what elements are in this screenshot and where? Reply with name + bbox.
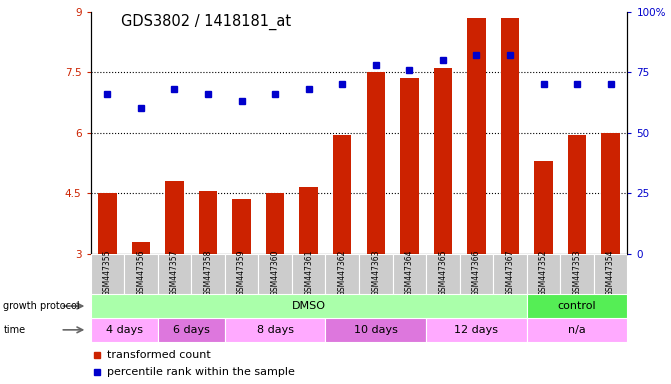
Text: GSM447367: GSM447367 [505,250,515,296]
Bar [98,193,117,254]
Bar [266,193,285,254]
Text: GSM447362: GSM447362 [338,250,347,296]
Bar [601,133,620,254]
Text: percentile rank within the sample: percentile rank within the sample [107,367,295,377]
Bar [467,18,486,254]
Bar [225,254,258,294]
Bar [493,254,527,294]
Text: GSM447355: GSM447355 [103,250,112,296]
Bar [560,254,594,294]
Bar [366,72,385,254]
Bar [165,181,184,254]
Text: 10 days: 10 days [354,325,398,335]
Text: GSM447363: GSM447363 [371,250,380,296]
Text: 12 days: 12 days [454,325,499,335]
Text: GSM447361: GSM447361 [304,250,313,296]
Bar [527,294,627,318]
Text: GSM447354: GSM447354 [606,250,615,296]
Bar [460,254,493,294]
Bar [527,254,560,294]
Bar [527,318,627,342]
Text: 6 days: 6 days [173,325,209,335]
Bar [594,254,627,294]
Text: GSM447356: GSM447356 [136,250,146,296]
Bar [91,294,527,318]
Bar [91,318,158,342]
Text: GDS3802 / 1418181_at: GDS3802 / 1418181_at [121,13,291,30]
Bar [393,254,426,294]
Bar [292,254,325,294]
Bar [158,318,225,342]
Bar [325,318,426,342]
Bar [433,68,452,254]
Text: control: control [558,301,597,311]
Bar [426,318,527,342]
Text: transformed count: transformed count [107,350,211,360]
Bar [299,187,318,254]
Bar [501,18,519,254]
Text: GSM447364: GSM447364 [405,250,414,296]
Bar [91,254,124,294]
Bar [426,254,460,294]
Text: 8 days: 8 days [256,325,294,335]
Text: GSM447359: GSM447359 [237,250,246,296]
Bar [225,318,325,342]
Text: GSM447358: GSM447358 [203,250,213,296]
Text: GSM447365: GSM447365 [438,250,448,296]
Text: time: time [3,325,25,335]
Bar [124,254,158,294]
Text: growth protocol: growth protocol [3,301,80,311]
Bar [199,191,217,254]
Bar [333,135,352,254]
Bar [258,254,292,294]
Bar [191,254,225,294]
Bar [132,242,150,254]
Bar [400,78,419,254]
Bar [568,135,586,254]
Text: GSM447366: GSM447366 [472,250,481,296]
Text: GSM447353: GSM447353 [572,250,582,296]
Text: GSM447357: GSM447357 [170,250,179,296]
Bar [232,199,251,254]
Text: n/a: n/a [568,325,586,335]
Text: DMSO: DMSO [292,301,325,311]
Text: GSM447352: GSM447352 [539,250,548,296]
Bar [325,254,359,294]
Bar [534,161,553,254]
Text: 4 days: 4 days [105,325,143,335]
Text: GSM447360: GSM447360 [270,250,280,296]
Bar [158,254,191,294]
Bar [359,254,393,294]
